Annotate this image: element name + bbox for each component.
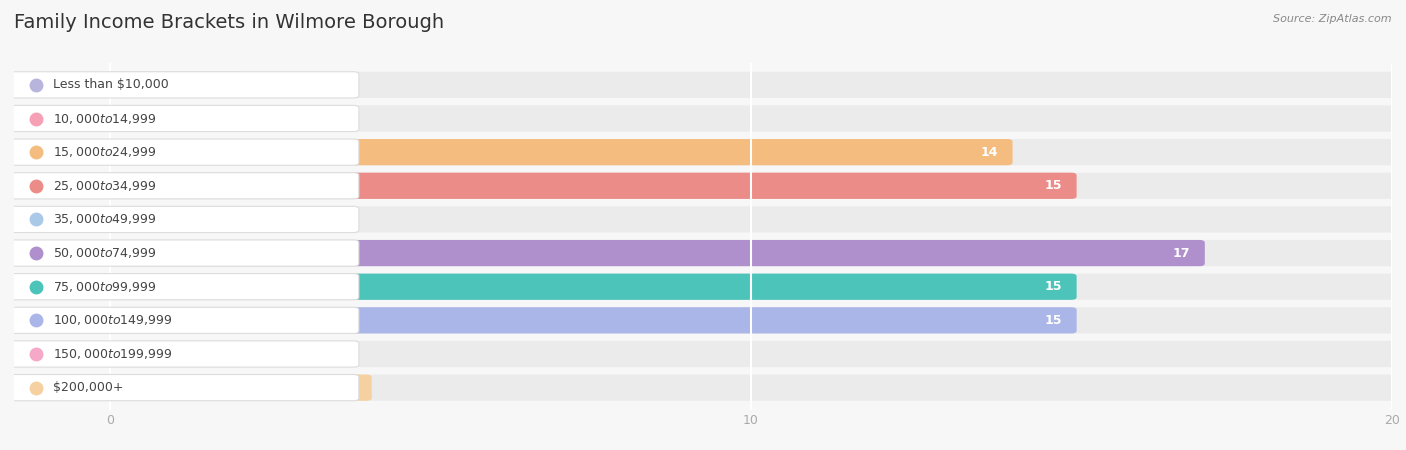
- FancyBboxPatch shape: [8, 274, 359, 300]
- Text: 14: 14: [980, 146, 998, 159]
- FancyBboxPatch shape: [105, 105, 1398, 132]
- FancyBboxPatch shape: [8, 240, 359, 266]
- FancyBboxPatch shape: [8, 173, 359, 199]
- FancyBboxPatch shape: [105, 240, 1205, 266]
- Text: Less than $10,000: Less than $10,000: [52, 78, 169, 91]
- FancyBboxPatch shape: [8, 206, 359, 233]
- FancyBboxPatch shape: [105, 139, 1012, 165]
- FancyBboxPatch shape: [105, 206, 243, 233]
- FancyBboxPatch shape: [105, 206, 1398, 233]
- FancyBboxPatch shape: [105, 341, 243, 367]
- FancyBboxPatch shape: [105, 72, 1398, 98]
- Text: $200,000+: $200,000+: [52, 381, 122, 394]
- FancyBboxPatch shape: [105, 274, 1398, 300]
- Text: $75,000 to $99,999: $75,000 to $99,999: [52, 280, 156, 294]
- Text: Family Income Brackets in Wilmore Borough: Family Income Brackets in Wilmore Boroug…: [14, 14, 444, 32]
- FancyBboxPatch shape: [105, 374, 1398, 401]
- Text: $10,000 to $14,999: $10,000 to $14,999: [52, 112, 156, 126]
- Text: $15,000 to $24,999: $15,000 to $24,999: [52, 145, 156, 159]
- FancyBboxPatch shape: [105, 139, 1398, 165]
- FancyBboxPatch shape: [105, 341, 1398, 367]
- Text: 2: 2: [257, 213, 266, 226]
- FancyBboxPatch shape: [105, 307, 1398, 333]
- Text: $150,000 to $199,999: $150,000 to $199,999: [52, 347, 172, 361]
- Text: $50,000 to $74,999: $50,000 to $74,999: [52, 246, 156, 260]
- FancyBboxPatch shape: [105, 173, 1077, 199]
- Text: $100,000 to $149,999: $100,000 to $149,999: [52, 313, 172, 327]
- FancyBboxPatch shape: [105, 274, 1077, 300]
- Text: 15: 15: [1045, 280, 1062, 293]
- Text: $35,000 to $49,999: $35,000 to $49,999: [52, 212, 156, 226]
- Text: $25,000 to $34,999: $25,000 to $34,999: [52, 179, 156, 193]
- Text: 15: 15: [1045, 314, 1062, 327]
- FancyBboxPatch shape: [8, 72, 359, 98]
- Text: 2: 2: [257, 347, 266, 360]
- FancyBboxPatch shape: [105, 72, 243, 98]
- FancyBboxPatch shape: [105, 374, 371, 401]
- Text: 2: 2: [257, 78, 266, 91]
- FancyBboxPatch shape: [105, 173, 1398, 199]
- Text: 4: 4: [349, 381, 357, 394]
- FancyBboxPatch shape: [8, 374, 359, 401]
- FancyBboxPatch shape: [8, 139, 359, 165]
- FancyBboxPatch shape: [105, 307, 1077, 333]
- FancyBboxPatch shape: [8, 105, 359, 132]
- Text: 17: 17: [1173, 247, 1189, 260]
- FancyBboxPatch shape: [8, 307, 359, 333]
- Text: Source: ZipAtlas.com: Source: ZipAtlas.com: [1274, 14, 1392, 23]
- FancyBboxPatch shape: [8, 341, 359, 367]
- Text: 0: 0: [129, 112, 138, 125]
- FancyBboxPatch shape: [105, 240, 1398, 266]
- Text: 15: 15: [1045, 179, 1062, 192]
